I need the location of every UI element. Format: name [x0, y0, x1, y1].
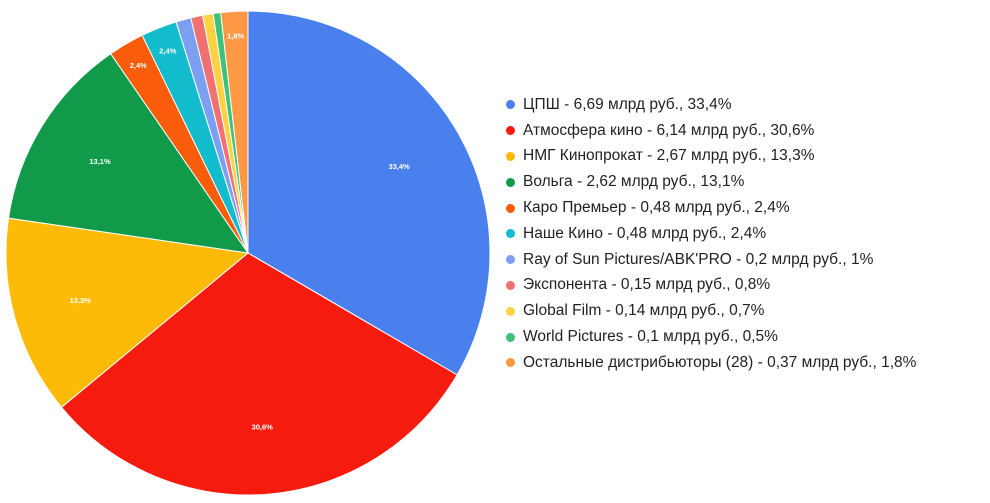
slice-data-label: 1,8% [227, 32, 244, 41]
pie-chart: 33,4% 30,6% 13,3% 13,1% 2,4% 2,4% 1,8% [5, 10, 491, 496]
legend-item: ЦПШ - 6,69 млрд руб., 33,4% [506, 92, 916, 118]
legend-swatch [506, 100, 515, 110]
pie-slice [60, 252, 458, 496]
pie-slice [220, 10, 249, 254]
legend-label: Global Film - 0,14 млрд руб., 0,7% [523, 302, 765, 320]
legend-swatch [506, 255, 515, 265]
legend-item: Остальные дистрибьюторы (28) - 0,37 млрд… [506, 350, 916, 376]
legend-swatch [506, 280, 515, 290]
legend-swatch [506, 229, 515, 239]
slice-data-label: 13,1% [89, 157, 111, 166]
legend-swatch [506, 358, 515, 368]
slice-data-label: 30,6% [252, 423, 274, 432]
legend-item: НМГ Кинопрокат - 2,67 млрд руб., 13,3% [506, 144, 916, 170]
pie-slices [5, 10, 491, 496]
legend-label: Каро Премьер - 0,48 млрд руб., 2,4% [523, 199, 790, 217]
slice-data-label: 2,4% [130, 61, 147, 70]
legend-item: Каро Премьер - 0,48 млрд руб., 2,4% [506, 195, 916, 221]
legend-label: Ray of Sun Pictures/ABK'PRO - 0,2 млрд р… [523, 250, 874, 268]
legend-swatch [506, 126, 515, 136]
legend-label: НМГ Кинопрокат - 2,67 млрд руб., 13,3% [523, 147, 815, 165]
pie-data-labels: 33,4% 30,6% 13,3% 13,1% 2,4% 2,4% 1,8% [70, 32, 410, 432]
legend-label: Вольга - 2,62 млрд руб., 13,1% [523, 173, 745, 191]
legend-label: Экспонента - 0,15 млрд руб., 0,8% [523, 276, 771, 294]
legend-label: World Pictures - 0,1 млрд руб., 0,5% [523, 328, 778, 346]
slice-data-label: 33,4% [388, 162, 410, 171]
legend-label: Наше Кино - 0,48 млрд руб., 2,4% [523, 224, 767, 242]
pie-slice [247, 10, 491, 376]
chart-legend: ЦПШ - 6,69 млрд руб., 33,4% Атмосфера кин… [506, 92, 916, 376]
legend-swatch [506, 203, 515, 213]
legend-item: Вольга - 2,62 млрд руб., 13,1% [506, 169, 916, 195]
legend-label: Остальные дистрибьюторы (28) - 0,37 млрд… [523, 353, 917, 371]
legend-swatch [506, 151, 515, 161]
legend-item: Экспонента - 0,15 млрд руб., 0,8% [506, 273, 916, 299]
pie-slice [5, 217, 250, 408]
legend-item: Global Film - 0,14 млрд руб., 0,7% [506, 298, 916, 324]
legend-swatch [506, 332, 515, 342]
slice-data-label: 2,4% [159, 46, 176, 55]
legend-swatch [506, 306, 515, 316]
legend-label: Атмосфера кино - 6,14 млрд руб., 30,6% [523, 121, 815, 139]
legend-item: Атмосфера кино - 6,14 млрд руб., 30,6% [506, 118, 916, 144]
legend-item: World Pictures - 0,1 млрд руб., 0,5% [506, 324, 916, 350]
pie-slice [7, 53, 250, 254]
legend-item: Ray of Sun Pictures/ABK'PRO - 0,2 млрд р… [506, 247, 916, 273]
legend-label: ЦПШ - 6,69 млрд руб., 33,4% [523, 95, 732, 113]
slice-data-label: 13,3% [70, 296, 92, 305]
legend-item: Наше Кино - 0,48 млрд руб., 2,4% [506, 221, 916, 247]
legend-swatch [506, 177, 515, 187]
